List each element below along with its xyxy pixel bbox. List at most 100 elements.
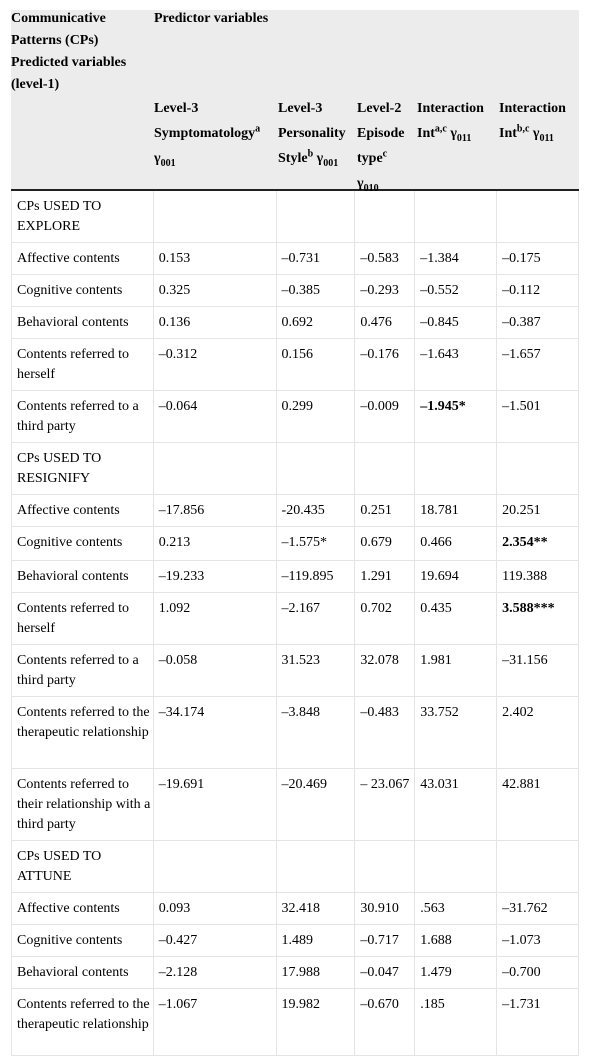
value-cell: 0.476 [355, 307, 416, 338]
header-sub: 001 [160, 157, 176, 169]
header-text: (level-1) [11, 77, 60, 92]
value-cell: 30.910 [355, 893, 416, 924]
table-row: Affective contents 0.093 32.418 30.910.563–… [12, 893, 580, 925]
header-text: γ [529, 126, 540, 141]
value-cell: 0.435 [415, 593, 498, 644]
table-header: Communicative Patterns (CPs) Predicted v… [11, 8, 579, 194]
value-cell: 1.981 [415, 645, 498, 696]
value-cell: 19.694 [415, 561, 498, 592]
value-cell: –0.312 [154, 339, 277, 390]
value-cell: .563 [415, 893, 498, 924]
row-label: Behavioral contents [12, 561, 154, 592]
table-row: Behavioral contents –2.128 17.988 –0.047 1.4… [12, 957, 580, 989]
value-cell: –119.895 [277, 561, 356, 592]
value-cell: –1.945* [415, 391, 498, 442]
value-cell: –1.657 [497, 339, 580, 390]
table-row: Contents referred to the therapeutic rel… [12, 989, 580, 1056]
header-text: Level-3 [278, 101, 323, 116]
value-cell: –20.469 [277, 769, 356, 840]
table-body: CPs USED TO EXPLORE Affective contents 0.1… [11, 191, 580, 1056]
row-label: Cognitive contents [12, 275, 154, 306]
value-cell [355, 191, 416, 242]
row-label: Cognitive contents [12, 925, 154, 956]
table-row: Cognitive contents 0.325 –0.385 –0.293 –0.55… [12, 275, 580, 307]
row-label: Contents referred to a third party [12, 391, 154, 442]
table-row: Cognitive contents –0.427 1.489 –0.717 1.688… [12, 925, 580, 957]
header-sub: 001 [323, 157, 339, 169]
value-cell [497, 443, 580, 494]
value-cell: –2.167 [277, 593, 356, 644]
value-cell [277, 191, 356, 242]
header-text: Level-3 [154, 101, 199, 116]
value-cell: –0.175 [497, 243, 580, 274]
value-cell: –1.384 [415, 243, 498, 274]
value-cell: 0.156 [277, 339, 356, 390]
value-cell: 1.688 [415, 925, 498, 956]
header-text: γ [313, 151, 324, 166]
table-row: Contents referred to herself –0.312 0.156–… [12, 339, 580, 391]
header-text: Style [278, 151, 308, 166]
value-cell: 0.153 [154, 243, 277, 274]
row-label: Behavioral contents [12, 957, 154, 988]
header-sup: b [307, 148, 314, 160]
header-text: Episode [357, 126, 405, 141]
section-label: CPs USED TO RESIGNIFY [12, 443, 154, 494]
header-text: Int [417, 126, 435, 141]
value-cell: 0.466 [415, 527, 498, 560]
value-cell [415, 191, 498, 242]
value-cell: 1.092 [154, 593, 277, 644]
value-cell: –0.427 [154, 925, 277, 956]
header-sup: c [382, 148, 388, 160]
value-cell: 1.479 [415, 957, 498, 988]
value-cell: 3.588*** [497, 593, 580, 644]
value-cell [277, 443, 356, 494]
value-cell: 0.325 [154, 275, 277, 306]
header-text: Interaction [499, 101, 566, 116]
value-cell: –0.293 [355, 275, 416, 306]
value-cell: –19.233 [154, 561, 277, 592]
header-sup: a [255, 123, 261, 135]
value-cell: 0.692 [277, 307, 356, 338]
value-cell: –3.848 [277, 697, 356, 768]
value-cell: 18.781 [415, 495, 498, 526]
value-cell: –0.058 [154, 645, 277, 696]
value-cell: 0.251 [355, 495, 416, 526]
header-text: Predicted variables [11, 55, 127, 70]
value-cell [497, 191, 580, 242]
row-label: Affective contents [12, 495, 154, 526]
section-row: CPs USED TO ATTUNE [12, 841, 580, 893]
header-text: Level-2 [357, 101, 402, 116]
row-label: Contents referred to a third party [12, 645, 154, 696]
value-cell: 32.418 [277, 893, 356, 924]
value-cell: 1.291 [355, 561, 416, 592]
header-text: γ [154, 151, 161, 166]
value-cell: 0.136 [154, 307, 277, 338]
header-text: Interaction [417, 101, 484, 116]
value-cell: 33.752 [415, 697, 498, 768]
value-cell: –0.552 [415, 275, 498, 306]
predicted-variables-header: Communicative Patterns (CPs) Predicted v… [11, 8, 126, 96]
value-cell: 0.213 [154, 527, 277, 560]
header-sub: 010 [363, 182, 379, 194]
table-row: Contents referred to herself 1.092 –2.167 0… [12, 593, 580, 645]
value-cell: 32.078 [355, 645, 416, 696]
table-row: Cognitive contents 0.213 –1.575* 0.679 0.466… [12, 527, 580, 561]
header-text: Symptomatology [154, 126, 256, 141]
value-cell [277, 841, 356, 892]
header-sub: 011 [456, 132, 472, 144]
value-cell: –1.575* [277, 527, 356, 560]
header-text: Personality [278, 126, 346, 141]
value-cell [355, 841, 416, 892]
value-cell [415, 443, 498, 494]
table-row: Behavioral contents –19.233 –119.895 1.291 1… [12, 561, 580, 593]
value-cell [154, 443, 277, 494]
value-cell: –0.047 [355, 957, 416, 988]
table-row: Contents referred to a third party –0.058… [12, 645, 580, 697]
header-text: Communicative [11, 11, 106, 26]
value-cell: 0.702 [355, 593, 416, 644]
row-label: Affective contents [12, 243, 154, 274]
header-symptomatology: Level-3 Symptomatologya γ001 [154, 96, 260, 171]
value-cell: 1.489 [277, 925, 356, 956]
row-label: Contents referred to their relationship … [12, 769, 154, 840]
value-cell: -20.435 [277, 495, 356, 526]
